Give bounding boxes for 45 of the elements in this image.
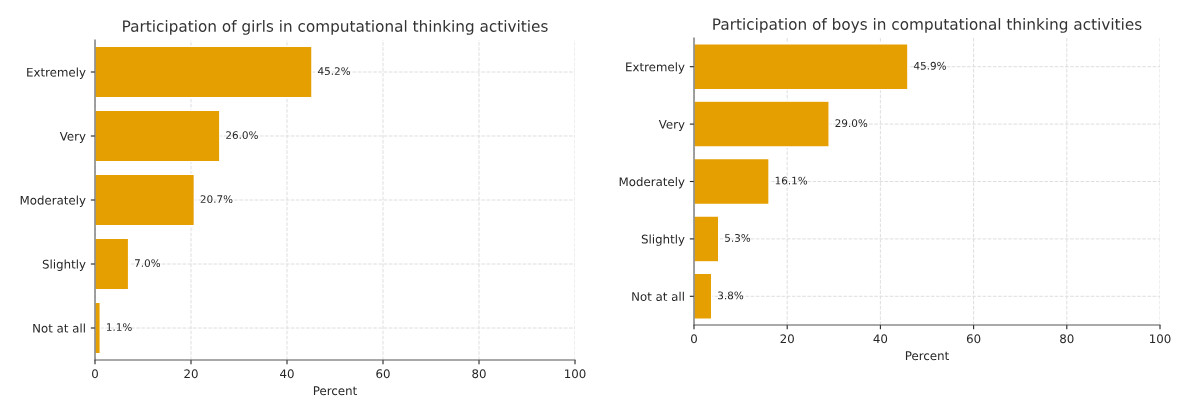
data-label: 1.1% (106, 323, 132, 332)
y-tick-label: Not at all (632, 291, 684, 301)
data-label: 7.0% (135, 259, 161, 268)
bar (694, 215, 720, 263)
bar (95, 173, 196, 227)
x-tick-label: 100 (565, 369, 586, 379)
y-tick-label: Slightly (42, 259, 86, 271)
y-tick-label: Extremely (626, 62, 685, 74)
data-label: 29.0% (835, 119, 868, 128)
x-tick-label: 60 (376, 369, 390, 379)
y-tick-label: Very (658, 119, 685, 132)
bar (95, 237, 130, 291)
data-label: 5.3% (725, 234, 751, 242)
x-tick-label: 40 (873, 334, 888, 344)
x-tick-label: 80 (1060, 334, 1074, 344)
y-tick-label: Moderately (619, 177, 685, 189)
data-label: 45.9% (913, 61, 946, 70)
x-tick-label: 40 (280, 369, 294, 379)
data-label: 16.1% (775, 176, 808, 185)
y-tick-label: Very (59, 131, 86, 143)
x-axis-title: Percent (313, 386, 357, 396)
y-tick-label: Slightly (641, 234, 685, 246)
x-tick-label: 0 (691, 334, 697, 344)
y-tick-label: Extremely (27, 67, 86, 79)
x-tick-label: 0 (92, 369, 98, 379)
bar (95, 109, 221, 163)
data-label: 45.2% (318, 67, 351, 76)
bar (694, 157, 770, 206)
x-tick-label: 20 (184, 369, 198, 379)
x-tick-label: 80 (472, 369, 486, 379)
y-tick-label: Moderately (20, 195, 86, 207)
bar (95, 45, 313, 99)
chart-title: Participation of girls in computational thinking activities (123, 20, 548, 35)
x-axis-title: Percent (905, 351, 949, 361)
data-label: 20.7% (200, 195, 233, 204)
chart-title: Participation of boys in computational thinking activities (713, 18, 1142, 33)
bar (694, 272, 713, 320)
data-label: 3.8% (718, 291, 744, 300)
y-tick-label: Not at all (33, 323, 85, 333)
data-label: 26.0% (226, 131, 258, 140)
x-tick-label: 60 (966, 334, 981, 344)
x-tick-label: 20 (780, 334, 794, 344)
bar (694, 100, 830, 148)
bar (694, 43, 909, 91)
x-tick-label: 100 (1150, 334, 1171, 344)
